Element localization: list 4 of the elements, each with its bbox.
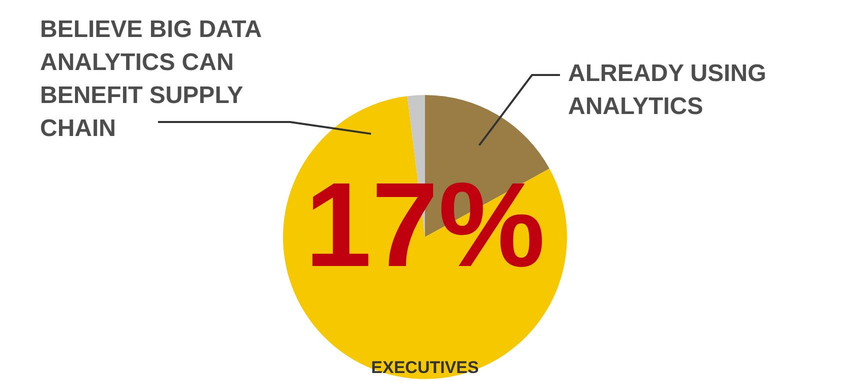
data-label: 17% [304,158,546,292]
text: EXECUTIVES [371,358,479,377]
slice-label: BELIEVE BIG DATA ANALYTICS CAN BENEFIT SUPPLY CHAIN [40,16,262,142]
slice-label: ALREADY USING ANALYTICS [568,60,766,120]
